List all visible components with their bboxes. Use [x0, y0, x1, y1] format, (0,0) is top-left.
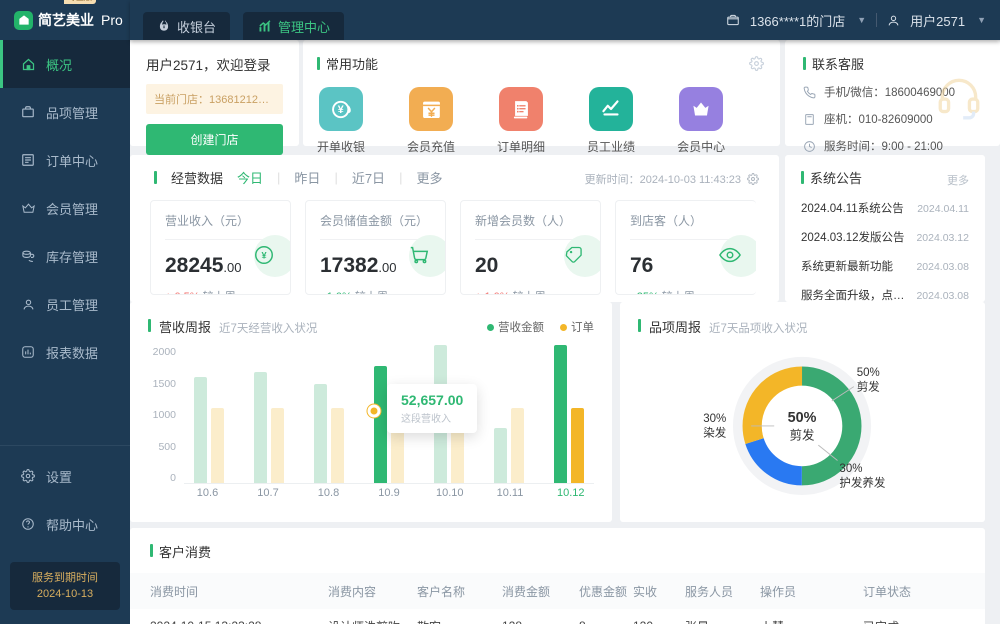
svg-text:¥: ¥: [337, 104, 343, 116]
svg-text:¥: ¥: [261, 251, 267, 261]
svg-text:护发养发: 护发养发: [839, 475, 885, 489]
svg-text:染发: 染发: [703, 425, 726, 439]
svg-text:剪发: 剪发: [857, 379, 880, 393]
svg-text:剪发: 剪发: [790, 427, 815, 442]
svg-text:50%: 50%: [788, 410, 817, 426]
svg-text:30%: 30%: [839, 463, 862, 475]
svg-text:30%: 30%: [703, 413, 726, 425]
svg-text:50%: 50%: [857, 367, 880, 379]
